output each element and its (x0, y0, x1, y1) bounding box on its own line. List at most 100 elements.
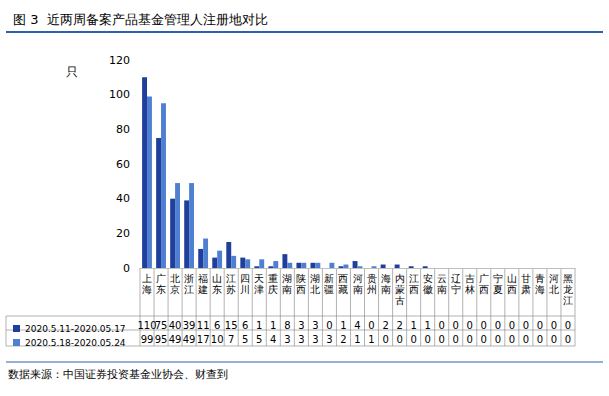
svg-text:龙: 龙 (563, 284, 573, 295)
svg-text:6: 6 (242, 320, 248, 331)
svg-text:黑: 黑 (563, 273, 573, 284)
svg-text:河: 河 (549, 273, 559, 284)
svg-text:99: 99 (141, 334, 154, 345)
svg-text:0: 0 (495, 320, 501, 331)
svg-text:1: 1 (368, 334, 374, 345)
svg-text:0: 0 (509, 320, 515, 331)
svg-text:1: 1 (256, 320, 262, 331)
svg-text:州: 州 (367, 284, 377, 295)
svg-text:1: 1 (354, 334, 360, 345)
svg-text:1: 1 (410, 320, 416, 331)
svg-text:浙: 浙 (184, 273, 194, 284)
svg-text:10: 10 (211, 334, 224, 345)
svg-text:福: 福 (198, 273, 208, 284)
svg-text:西: 西 (409, 284, 419, 295)
svg-text:北: 北 (549, 284, 559, 295)
svg-text:河: 河 (353, 273, 363, 284)
svg-text:0: 0 (509, 334, 515, 345)
svg-text:西: 西 (296, 284, 306, 295)
svg-text:0: 0 (382, 334, 388, 345)
svg-text:0: 0 (481, 320, 487, 331)
svg-text:0: 0 (453, 334, 459, 345)
svg-text:东: 东 (212, 284, 222, 295)
svg-text:5: 5 (256, 334, 262, 345)
svg-text:图 3 近两周备案产品基金管理人注册地对比: 图 3 近两周备案产品基金管理人注册地对比 (13, 12, 268, 27)
svg-text:0: 0 (565, 334, 571, 345)
svg-text:0: 0 (551, 320, 557, 331)
svg-text:徽: 徽 (423, 284, 433, 295)
svg-text:7: 7 (228, 334, 234, 345)
svg-text:辽: 辽 (451, 273, 461, 284)
svg-text:湖: 湖 (282, 273, 292, 284)
svg-text:0: 0 (424, 334, 430, 345)
svg-text:0: 0 (523, 320, 529, 331)
svg-text:40: 40 (116, 192, 130, 205)
svg-text:0: 0 (551, 334, 557, 345)
svg-text:75: 75 (155, 320, 168, 331)
svg-text:15: 15 (225, 320, 238, 331)
svg-text:天: 天 (254, 273, 264, 284)
svg-text:3: 3 (312, 320, 318, 331)
svg-text:0: 0 (565, 320, 571, 331)
svg-text:39: 39 (183, 320, 196, 331)
svg-text:海: 海 (142, 284, 152, 295)
svg-text:4: 4 (354, 320, 360, 331)
svg-text:海: 海 (535, 284, 545, 295)
svg-text:49: 49 (169, 334, 182, 345)
svg-text:西: 西 (479, 284, 489, 295)
svg-text:40: 40 (169, 320, 182, 331)
svg-text:海: 海 (381, 273, 391, 284)
svg-text:津: 津 (254, 284, 264, 295)
svg-text:80: 80 (116, 123, 130, 136)
svg-text:0: 0 (123, 262, 130, 275)
svg-text:山: 山 (212, 273, 222, 284)
svg-text:17: 17 (197, 334, 210, 345)
svg-text:广: 广 (156, 273, 166, 284)
svg-text:肃: 肃 (521, 284, 531, 295)
svg-text:庆: 庆 (268, 284, 278, 295)
svg-text:4: 4 (270, 334, 276, 345)
svg-text:江: 江 (226, 273, 236, 284)
svg-text:重: 重 (268, 273, 278, 284)
svg-text:广: 广 (479, 273, 489, 284)
svg-text:南: 南 (353, 284, 363, 295)
svg-text:1: 1 (340, 320, 346, 331)
svg-text:北: 北 (310, 284, 320, 295)
svg-text:只: 只 (66, 65, 78, 79)
svg-text:60: 60 (116, 158, 130, 171)
svg-text:3: 3 (298, 320, 304, 331)
svg-text:吉: 吉 (465, 273, 475, 284)
svg-text:藏: 藏 (338, 284, 348, 295)
svg-text:5: 5 (242, 334, 248, 345)
svg-text:20: 20 (116, 227, 130, 240)
svg-text:0: 0 (481, 334, 487, 345)
svg-text:3: 3 (312, 334, 318, 345)
svg-text:0: 0 (537, 334, 543, 345)
svg-text:3: 3 (284, 334, 290, 345)
svg-text:1: 1 (424, 320, 430, 331)
svg-text:3: 3 (298, 334, 304, 345)
svg-text:北: 北 (170, 273, 180, 284)
svg-text:青: 青 (535, 273, 545, 284)
svg-text:南: 南 (282, 284, 292, 295)
svg-text:新: 新 (324, 273, 334, 284)
svg-text:6: 6 (214, 320, 220, 331)
svg-text:95: 95 (155, 334, 168, 345)
svg-text:49: 49 (183, 334, 196, 345)
svg-text:疆: 疆 (324, 284, 334, 295)
svg-text:南: 南 (381, 284, 391, 295)
svg-text:数据来源：中国证券投资基金业协会、财查到: 数据来源：中国证券投资基金业协会、财查到 (8, 368, 228, 381)
svg-text:建: 建 (197, 284, 208, 295)
svg-text:0: 0 (523, 334, 529, 345)
svg-text:上: 上 (142, 273, 152, 284)
svg-text:云: 云 (437, 273, 447, 284)
svg-text:2: 2 (382, 320, 388, 331)
svg-text:四: 四 (240, 273, 250, 284)
svg-text:江: 江 (409, 273, 419, 284)
svg-text:甘: 甘 (521, 273, 531, 284)
svg-text:2: 2 (340, 334, 346, 345)
svg-text:0: 0 (495, 334, 501, 345)
svg-text:2: 2 (396, 320, 402, 331)
svg-text:京: 京 (170, 284, 180, 295)
svg-text:古: 古 (395, 295, 405, 306)
